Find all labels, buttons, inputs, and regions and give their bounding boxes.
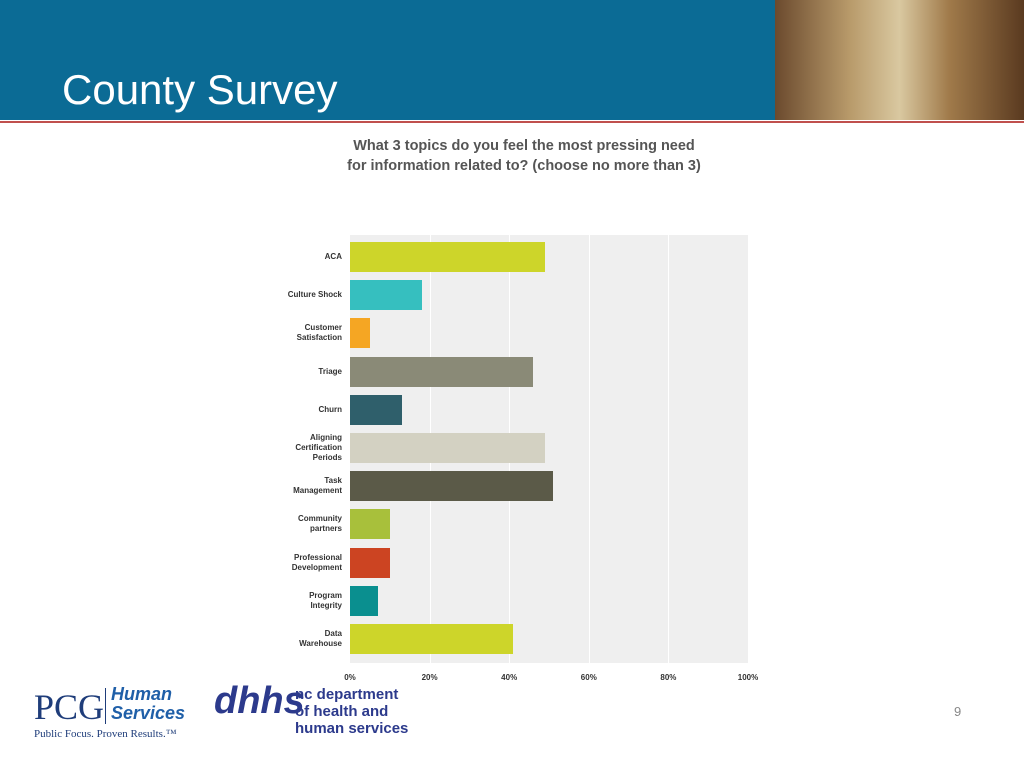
category-label: ACA [324,252,342,262]
x-tick-label: 0% [344,673,356,682]
category-label: Customer Satisfaction [296,323,342,343]
header-rule [0,121,1024,123]
bar [350,509,390,540]
page-number: 9 [954,704,962,719]
x-tick-label: 20% [421,673,438,682]
bar [350,547,390,578]
bar [350,318,370,349]
pcg-logo: PCG [34,687,105,727]
pcg-tagline: Public Focus. Proven Results.™ [34,728,177,740]
category-label: Professional Development [291,552,342,572]
chart-title: What 3 topics do you feel the most press… [347,138,701,174]
x-tick-label: 60% [580,673,597,682]
pcg-unit: Human Services [111,684,186,723]
dhhs-mark: dhhs [214,680,305,722]
header-photo [775,0,1024,120]
logo-separator [105,688,106,724]
bar [350,356,534,387]
x-tick-label: 100% [737,673,759,682]
x-tick-label: 40% [501,673,518,682]
bar [350,623,514,654]
category-label: Culture Shock [287,290,342,300]
bar [350,280,422,311]
grid-line [588,235,590,663]
bar [350,394,402,425]
category-label: Community partners [298,514,342,534]
bar [350,242,546,273]
category-label: Task Management [293,476,342,496]
category-label: Triage [318,366,342,376]
category-label: Program Integrity [309,590,342,610]
category-label: Aligning Certification Periods [295,433,342,462]
x-tick-label: 80% [660,673,677,682]
grid-line [668,235,670,663]
category-label: Data Warehouse [299,628,342,648]
category-label: Churn [318,404,342,414]
bar [350,471,553,502]
slide-title: County Survey [62,66,338,113]
dhhs-name: nc department of health and human servic… [295,686,409,737]
bar [350,433,546,463]
bar [350,585,378,616]
